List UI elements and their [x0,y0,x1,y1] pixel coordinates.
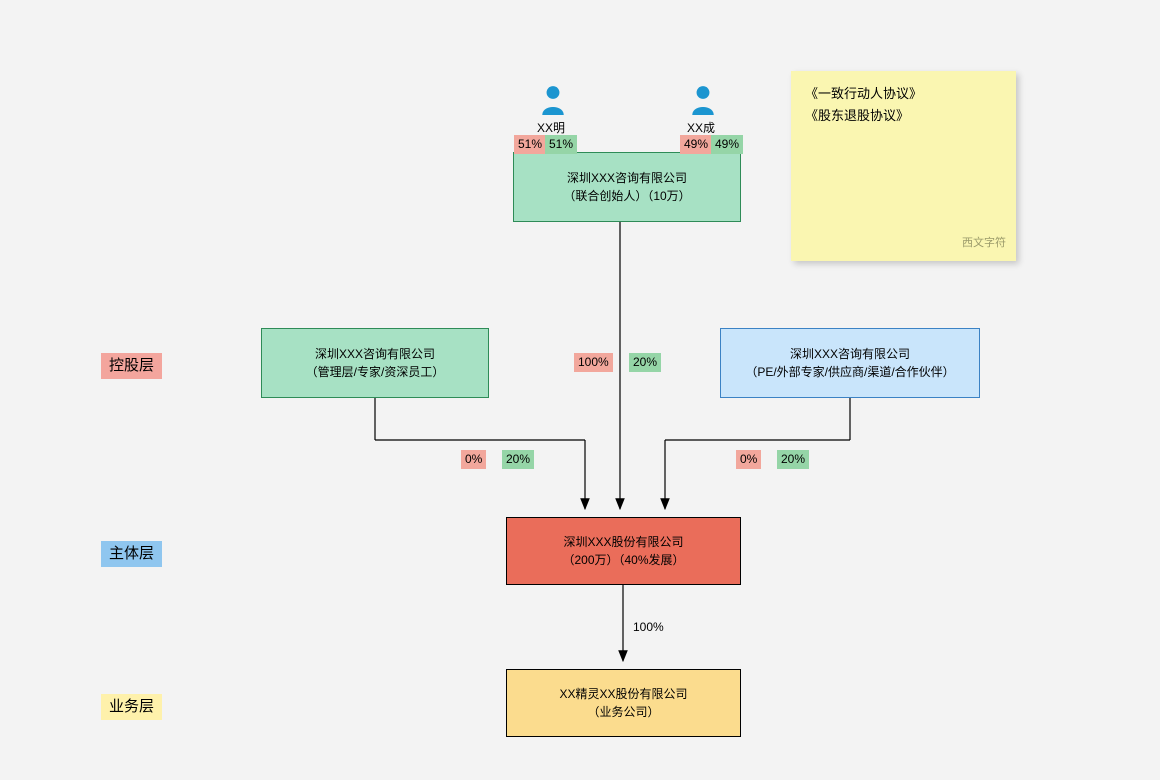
sticky-line-0: 《一致行动人协议》 [805,83,1002,105]
layer-biz: 业务层 [101,694,162,720]
sticky-note: 《一致行动人协议》《股东退股协议》西文字符 [791,71,1016,261]
layer-holding: 控股层 [101,353,162,379]
layer-main: 主体层 [101,541,162,567]
tag-t-51g: 51% [545,135,577,154]
tag-t-100-20g: 20% [629,353,661,372]
node-biz-co-line1: XX精灵XX股份有限公司 [559,685,687,703]
tag-t-p-0r: 0% [736,450,761,469]
node-partners-line1: 深圳XXX咨询有限公司 [790,345,910,363]
person-1-icon [540,85,566,115]
node-mgmt: 深圳XXX咨询有限公司（管理层/专家/资深员工） [261,328,489,398]
node-founders-line1: 深圳XXX咨询有限公司 [567,169,687,187]
node-main-co: 深圳XXX股份有限公司（200万）（40%发展） [506,517,741,585]
sticky-footer: 西文字符 [962,234,1006,253]
tag-t-m-20g: 20% [502,450,534,469]
sticky-line-1: 《股东退股协议》 [805,105,1002,127]
node-main-co-line1: 深圳XXX股份有限公司 [563,533,683,551]
node-mgmt-line2: （管理层/专家/资深员工） [306,363,445,381]
person-1-name: XX明 [537,119,565,136]
tag-t-49g: 49% [711,135,743,154]
person-2-icon [690,85,716,115]
person-2-name: XX成 [687,119,715,136]
tag-t-100r: 100% [574,353,613,372]
node-founders-line2: （联合创始人）（10万） [563,187,690,205]
node-biz-co-line2: （业务公司） [587,703,659,721]
node-partners-line2: （PE/外部专家/供应商/渠道/合作伙伴） [745,363,954,381]
tag-t-m-0r: 0% [461,450,486,469]
tag-t-p-20g: 20% [777,450,809,469]
tag-t-51r: 51% [514,135,546,154]
diagram-stage: 控股层主体层业务层XX明XX成深圳XXX咨询有限公司（联合创始人）（10万）深圳… [0,0,1160,780]
node-main-co-line2: （200万）（40%发展） [562,551,684,569]
node-biz-co: XX精灵XX股份有限公司（业务公司） [506,669,741,737]
tag-t-49r: 49% [680,135,712,154]
node-partners: 深圳XXX咨询有限公司（PE/外部专家/供应商/渠道/合作伙伴） [720,328,980,398]
label-e-100: 100% [633,620,664,634]
node-founders: 深圳XXX咨询有限公司（联合创始人）（10万） [513,152,741,222]
node-mgmt-line1: 深圳XXX咨询有限公司 [315,345,435,363]
